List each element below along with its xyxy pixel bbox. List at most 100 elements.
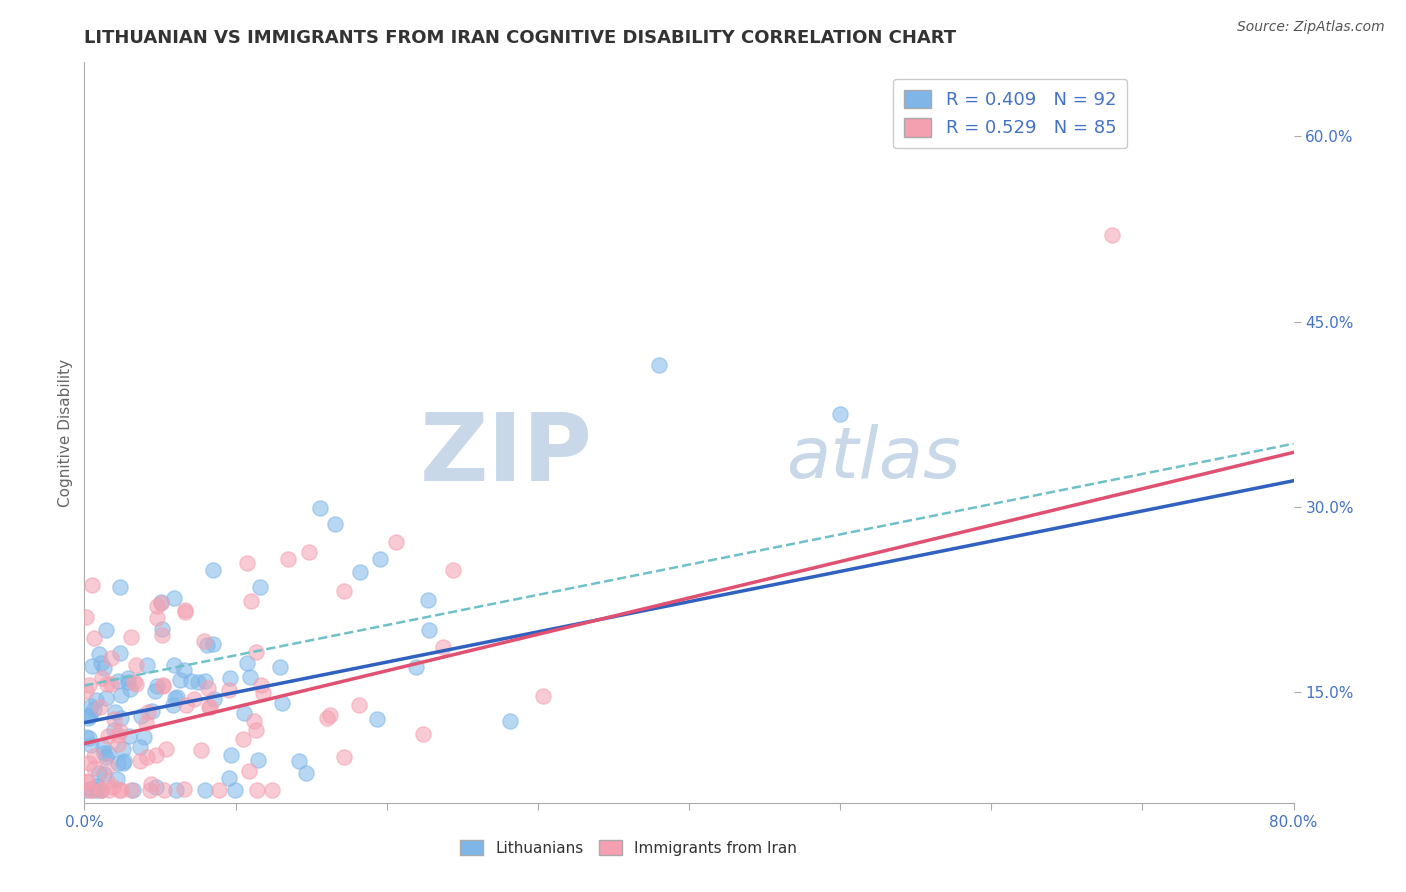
Point	[323, 516, 346, 531]
Point	[77, 783, 100, 797]
Point	[79, 708, 101, 723]
Point	[103, 711, 125, 725]
Point	[150, 628, 173, 642]
Legend: Lithuanians, Immigrants from Iran: Lithuanians, Immigrants from Iran	[454, 834, 803, 862]
Point	[416, 593, 439, 607]
Point	[108, 646, 131, 660]
Point	[155, 742, 177, 756]
Point	[75, 783, 97, 797]
Point	[75, 684, 97, 698]
Point	[105, 772, 128, 786]
Point	[150, 623, 173, 637]
Point	[238, 764, 260, 779]
Point	[418, 623, 440, 637]
Point	[110, 689, 132, 703]
Point	[131, 709, 153, 723]
Point	[112, 754, 135, 768]
Point	[152, 679, 174, 693]
Point	[121, 783, 143, 797]
Point	[201, 563, 224, 577]
Point	[150, 595, 173, 609]
Point	[125, 676, 148, 690]
Point	[163, 591, 186, 606]
Point	[143, 683, 166, 698]
Point	[120, 783, 142, 797]
Point	[239, 670, 262, 684]
Text: ZIP: ZIP	[419, 409, 592, 500]
Point	[146, 599, 169, 613]
Point	[384, 535, 406, 549]
Point	[141, 777, 163, 791]
Point	[412, 727, 434, 741]
Point	[316, 711, 339, 725]
Point	[499, 714, 522, 728]
Point	[139, 783, 162, 797]
Point	[648, 358, 671, 372]
Point	[108, 581, 131, 595]
Point	[163, 657, 186, 672]
Point	[294, 766, 316, 780]
Point	[98, 783, 121, 797]
Point	[110, 710, 132, 724]
Point	[135, 750, 157, 764]
Point	[82, 780, 104, 795]
Point	[169, 673, 191, 687]
Point	[108, 783, 131, 797]
Point	[80, 698, 103, 713]
Point	[118, 729, 141, 743]
Point	[245, 723, 267, 737]
Text: LITHUANIAN VS IMMIGRANTS FROM IRAN COGNITIVE DISABILITY CORRELATION CHART: LITHUANIAN VS IMMIGRANTS FROM IRAN COGNI…	[84, 29, 956, 47]
Point	[104, 705, 127, 719]
Point	[239, 593, 262, 607]
Point	[333, 583, 356, 598]
Point	[101, 780, 124, 794]
Point	[208, 783, 231, 797]
Point	[75, 773, 97, 788]
Point	[90, 783, 112, 797]
Point	[145, 747, 167, 762]
Point	[129, 740, 152, 755]
Point	[441, 563, 464, 577]
Point	[83, 631, 105, 645]
Point	[93, 766, 115, 780]
Point	[174, 606, 197, 620]
Point	[146, 679, 169, 693]
Point	[368, 552, 391, 566]
Point	[309, 501, 332, 516]
Point	[107, 737, 129, 751]
Point	[90, 657, 112, 671]
Point	[235, 656, 257, 670]
Point	[80, 783, 103, 797]
Point	[75, 610, 97, 624]
Y-axis label: Cognitive Disability: Cognitive Disability	[58, 359, 73, 507]
Point	[198, 699, 221, 714]
Point	[89, 765, 111, 780]
Point	[432, 640, 454, 655]
Point	[405, 660, 427, 674]
Point	[252, 686, 274, 700]
Point	[287, 754, 309, 768]
Point	[86, 693, 108, 707]
Point	[173, 664, 195, 678]
Point	[194, 783, 217, 797]
Point	[193, 634, 215, 648]
Point	[96, 677, 118, 691]
Point	[173, 603, 195, 617]
Point	[150, 596, 173, 610]
Point	[90, 783, 112, 797]
Point	[152, 783, 174, 797]
Point	[83, 761, 105, 775]
Point	[120, 630, 142, 644]
Point	[89, 700, 111, 714]
Point	[194, 673, 217, 688]
Point	[91, 740, 114, 755]
Point	[173, 782, 195, 797]
Point	[298, 545, 321, 559]
Point	[82, 783, 104, 797]
Point	[260, 783, 283, 797]
Point	[83, 702, 105, 716]
Point	[117, 674, 139, 689]
Point	[146, 610, 169, 624]
Point	[141, 704, 163, 718]
Point	[96, 773, 118, 788]
